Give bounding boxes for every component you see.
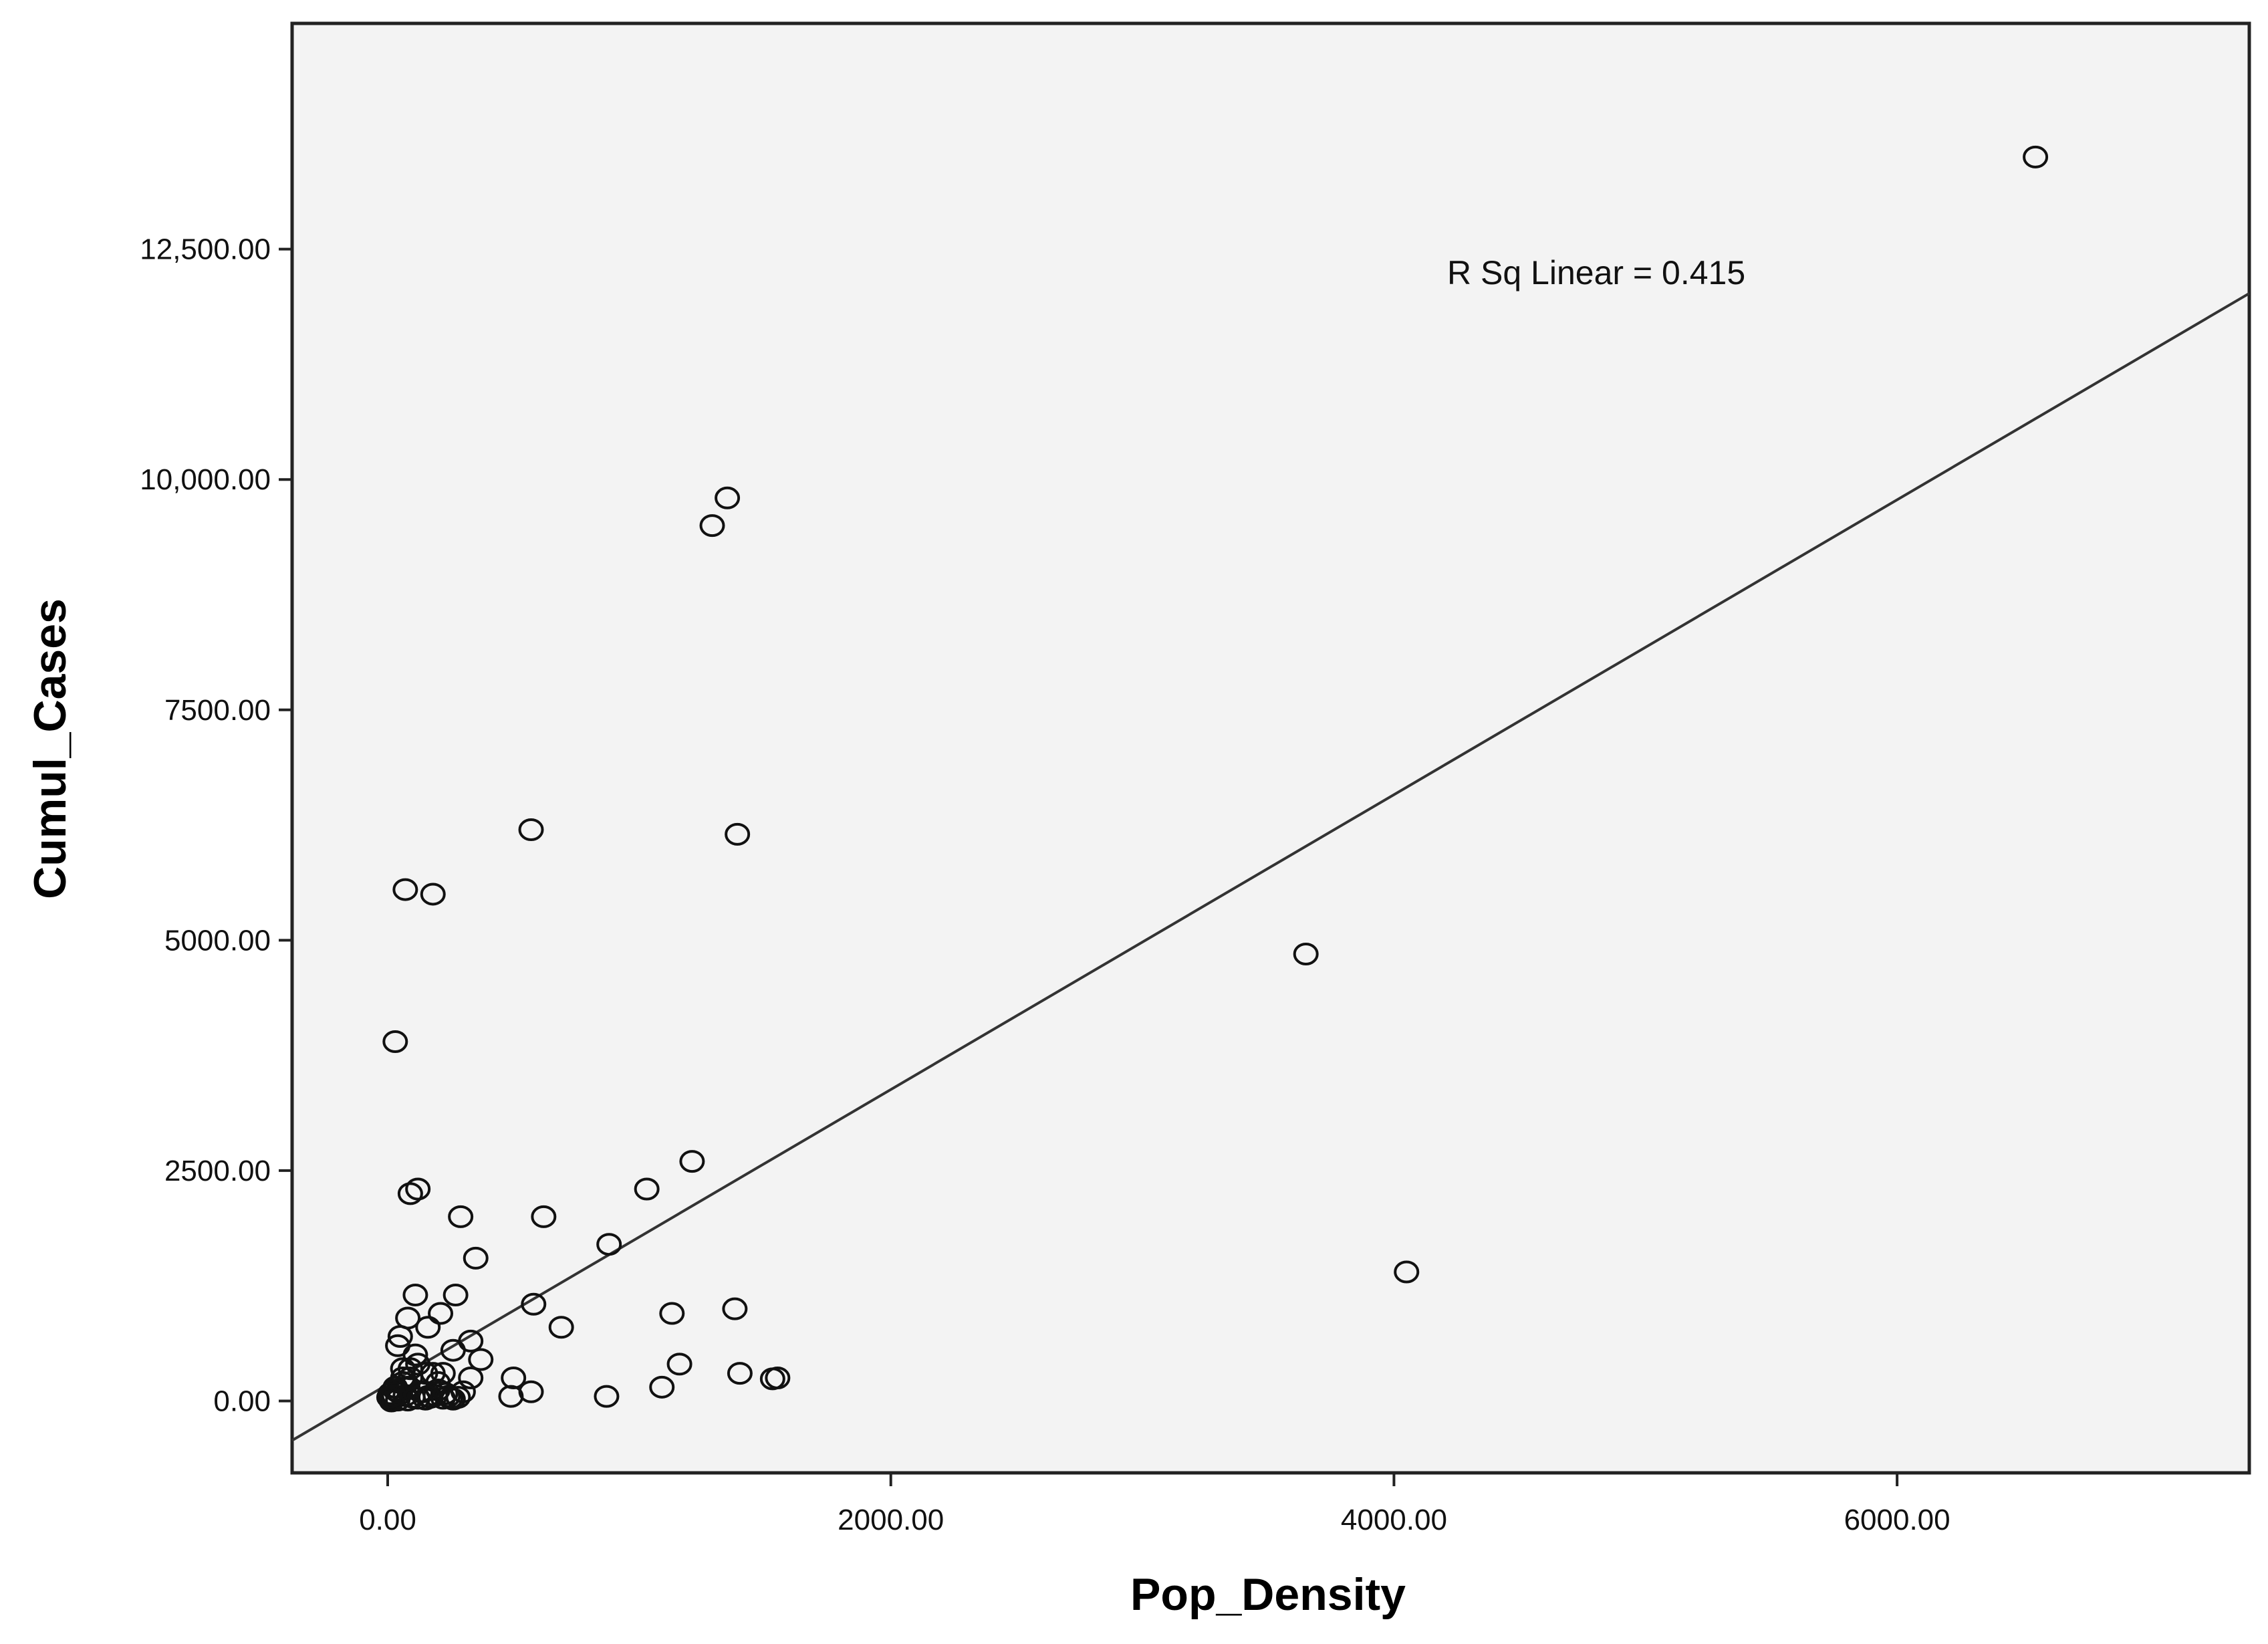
data-point: [594, 1385, 620, 1408]
data-point: [428, 1302, 454, 1325]
x-axis-title: Pop_Density: [1130, 1569, 1406, 1620]
data-point: [397, 1357, 423, 1381]
data-point: [468, 1348, 494, 1371]
data-point: [531, 1205, 557, 1228]
x-tick-label: 6000.00: [1844, 1504, 1950, 1536]
axes-layer: 0.00 2000.00 4000.00 6000.00 0.00 2500.00 5000…: [140, 233, 1950, 1536]
y-axis-title: Cumul_Cases: [25, 598, 76, 899]
data-point: [725, 822, 751, 846]
plot-background: [290, 21, 2251, 1475]
y-tick-label: 10,000.00: [140, 463, 271, 496]
data-point: [759, 1367, 785, 1391]
data-point: [387, 1325, 413, 1348]
data-point: [2023, 145, 2049, 168]
data-point: [378, 1389, 404, 1413]
data-point: [412, 1362, 438, 1385]
r-squared-annotation: R Sq Linear = 0.415: [1447, 254, 1745, 291]
data-point: [596, 1233, 622, 1256]
data-point: [382, 1030, 408, 1053]
data-point: [448, 1205, 474, 1228]
data-point: [415, 1316, 441, 1339]
data-point: [548, 1316, 574, 1339]
data-point: [440, 1338, 466, 1362]
data-point: [666, 1353, 692, 1376]
data-point: [445, 1385, 471, 1409]
y-tick-label: 5000.00: [164, 924, 271, 957]
x-tick-label: 2000.00: [838, 1504, 944, 1536]
data-point: [715, 486, 741, 509]
data-point: [430, 1362, 456, 1385]
data-point: [649, 1375, 675, 1399]
data-point: [397, 1182, 423, 1205]
data-point: [1394, 1260, 1420, 1284]
data-point: [521, 1292, 547, 1316]
points-layer: [376, 145, 2049, 1413]
data-point: [699, 514, 725, 538]
data-point: [443, 1283, 469, 1306]
y-tick-label: 2500.00: [164, 1155, 271, 1187]
data-point: [659, 1302, 685, 1325]
data-point: [1293, 943, 1319, 966]
x-tick-label: 0.00: [359, 1504, 416, 1536]
x-tick-label: 4000.00: [1341, 1504, 1447, 1536]
data-point: [392, 878, 418, 901]
data-point: [402, 1283, 428, 1306]
data-point: [463, 1246, 489, 1270]
data-point: [458, 1367, 484, 1390]
data-point: [420, 883, 446, 906]
data-point: [679, 1150, 705, 1173]
data-point: [498, 1385, 524, 1408]
data-point: [518, 818, 544, 841]
data-point: [722, 1297, 748, 1320]
data-point: [634, 1177, 660, 1201]
data-point: [402, 1343, 428, 1367]
data-point: [727, 1362, 753, 1385]
y-tick-label: 7500.00: [164, 694, 271, 727]
data-point: [501, 1367, 527, 1390]
y-tick-label: 0.00: [213, 1385, 271, 1417]
y-tick-label: 12,500.00: [140, 233, 271, 266]
data-point: [405, 1177, 431, 1201]
